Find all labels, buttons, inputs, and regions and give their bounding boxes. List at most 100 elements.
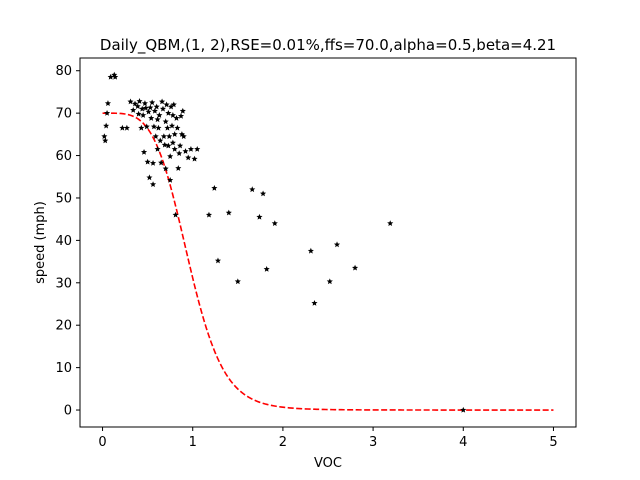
scatter-point	[169, 112, 176, 118]
scatter-point	[167, 153, 174, 159]
scatter-point	[249, 186, 256, 193]
scatter-point	[150, 181, 157, 187]
scatter-point	[387, 220, 394, 226]
x-tick-label: 2	[279, 435, 287, 450]
scatter-point	[104, 100, 111, 106]
scatter-point	[140, 112, 147, 118]
scatter-point	[155, 124, 162, 131]
scatter-point	[141, 100, 148, 106]
scatter-point	[168, 103, 175, 110]
scatter-point	[144, 158, 151, 165]
x-tick-label: 3	[369, 435, 377, 450]
x-tick-label: 0	[98, 435, 106, 450]
scatter-point	[159, 98, 166, 105]
scatter-point	[158, 159, 165, 166]
axes-frame	[79, 57, 577, 428]
scatter-point	[135, 110, 142, 117]
scatter-point	[147, 104, 154, 111]
x-tick-label: 4	[459, 435, 467, 450]
scatter-point	[167, 176, 174, 183]
scatter-point	[154, 116, 161, 123]
scatter-point	[311, 299, 318, 306]
x-axis-label: VOC	[314, 456, 342, 471]
scatter-point	[104, 109, 111, 116]
scatter-point	[191, 155, 198, 162]
scatter-point	[166, 133, 173, 140]
scatter-point	[156, 112, 163, 118]
scatter-point	[157, 137, 164, 144]
scatter-point	[150, 159, 157, 166]
scatter-point	[164, 124, 171, 131]
scatter-point	[225, 209, 232, 216]
y-tick-label: 20	[55, 319, 72, 334]
x-axis-ticks: 0 1 2 3 4 5	[98, 427, 558, 450]
scatter-point	[256, 213, 263, 220]
x-tick-label: 1	[189, 435, 197, 450]
y-axis-label: speed (mph)	[33, 201, 48, 284]
scatter-point	[107, 73, 114, 80]
scatter-point	[130, 106, 137, 113]
scatter-point	[136, 98, 143, 104]
x-tick-label: 5	[549, 435, 557, 450]
scatter-point	[165, 142, 172, 149]
y-tick-label: 80	[55, 64, 72, 79]
scatter-point	[168, 122, 176, 129]
scatter-point	[260, 190, 267, 197]
scatter-point	[161, 141, 168, 148]
scatter-point	[140, 148, 148, 155]
scatter-point	[177, 112, 185, 119]
chart-title: Daily_QBM,(1, 2),RSE=0.01%,ffs=70.0,alph…	[100, 36, 556, 55]
scatter-point	[142, 104, 149, 111]
scatter-point	[143, 123, 150, 130]
scatter-point	[171, 131, 178, 137]
scatter-point	[173, 115, 180, 121]
scatter-point	[131, 100, 139, 107]
scatter-point	[171, 145, 178, 152]
scatter-point	[123, 124, 130, 131]
scatter-point	[160, 133, 167, 140]
scatter-point	[169, 139, 176, 146]
scatter-point	[159, 105, 167, 112]
scatter-point	[101, 133, 108, 140]
scatter-point	[102, 137, 109, 144]
scatter-point	[112, 73, 119, 80]
y-tick-label: 60	[55, 149, 72, 164]
scatter-point	[175, 165, 182, 171]
scatter-point	[211, 185, 218, 191]
scatter-point	[174, 124, 181, 131]
scatter-point	[172, 211, 179, 218]
scatter-point	[271, 220, 278, 226]
scatter-point	[307, 247, 314, 254]
scatter-point	[146, 174, 153, 181]
scatter-point	[170, 101, 177, 108]
scatter-point	[176, 150, 183, 157]
scatter-points-layer	[101, 71, 467, 413]
y-tick-label: 0	[64, 404, 72, 419]
scatter-point	[151, 107, 158, 114]
scatter-point	[145, 108, 152, 115]
scatter-point	[326, 278, 333, 285]
scatter-point	[103, 122, 110, 129]
scatter-point	[177, 142, 184, 149]
scatter-point	[333, 241, 341, 248]
scatter-point	[119, 124, 126, 131]
scatter-point	[352, 264, 359, 271]
y-tick-label: 50	[55, 191, 72, 206]
y-tick-label: 10	[55, 361, 72, 376]
scatter-point	[460, 406, 467, 413]
y-axis-ticks: 0 10 20 30 40 50 60 70 80	[55, 64, 80, 419]
scatter-point	[154, 145, 161, 152]
scatter-point	[162, 118, 169, 125]
scatter-point	[152, 133, 159, 140]
y-tick-label: 30	[55, 276, 72, 291]
scatter-point	[162, 165, 169, 172]
scatter-point	[150, 123, 157, 130]
y-tick-label: 40	[55, 234, 72, 249]
scatter-point	[182, 148, 189, 154]
scatter-point	[187, 145, 194, 152]
scatter-point	[134, 103, 141, 109]
scatter-point	[180, 133, 187, 140]
scatter-point	[194, 145, 201, 152]
